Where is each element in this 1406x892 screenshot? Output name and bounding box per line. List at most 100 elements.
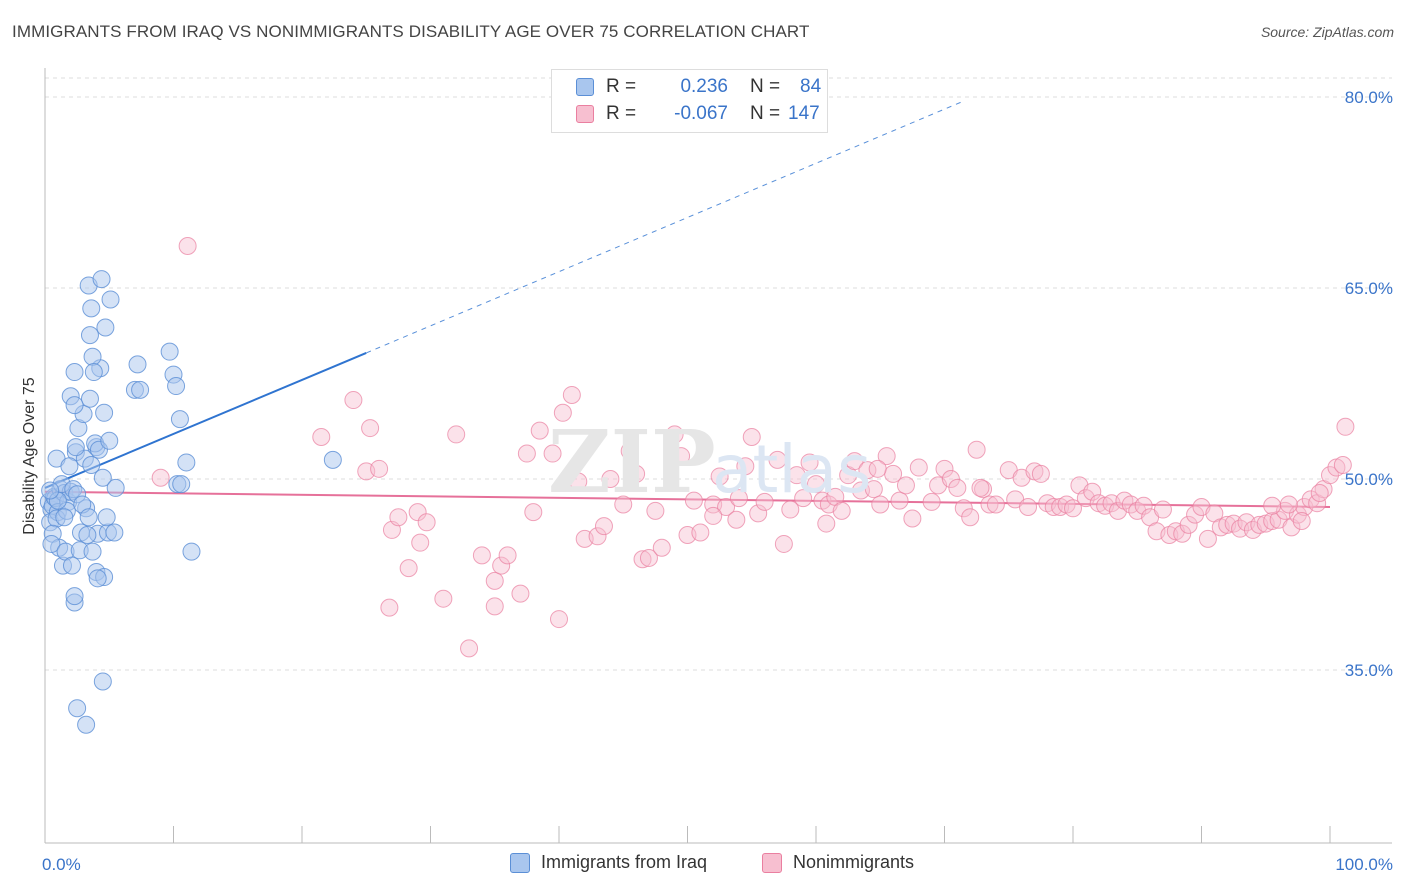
point-nonimmigrants <box>794 489 813 508</box>
point-nonimmigrants <box>639 548 658 567</box>
point-nonimmigrants <box>399 559 418 578</box>
trend-dashed-immigrants <box>366 101 962 354</box>
point-nonimmigrants <box>736 457 755 476</box>
legend-item-immigrants[interactable]: Immigrants from Iraq <box>510 852 707 873</box>
point-nonimmigrants <box>1333 455 1352 474</box>
point-immigrants <box>88 569 107 588</box>
point-nonimmigrants <box>492 556 511 575</box>
point-nonimmigrants <box>787 466 806 485</box>
point-nonimmigrants <box>562 385 581 404</box>
watermark-zip: ZIP <box>548 412 716 513</box>
point-nonimmigrants <box>1321 466 1339 485</box>
points-immigrants <box>39 270 342 734</box>
point-immigrants <box>83 542 102 561</box>
point-nonimmigrants <box>922 492 941 511</box>
y-axis-label: Disability Age Over 75 <box>21 377 38 535</box>
point-nonimmigrants <box>727 510 746 529</box>
point-nonimmigrants <box>672 447 691 466</box>
legend-item-nonimmigrants[interactable]: Nonimmigrants <box>762 852 914 873</box>
point-nonimmigrants <box>614 495 633 514</box>
point-nonimmigrants <box>954 499 973 518</box>
point-nonimmigrants <box>729 489 748 508</box>
point-immigrants <box>100 431 119 450</box>
trend-solid-nonimmigrants <box>44 490 1331 509</box>
r-value-nonimmigrants: -0.067 <box>674 103 728 124</box>
point-nonimmigrants <box>594 517 613 536</box>
point-nonimmigrants <box>851 481 870 500</box>
source-label: Source: ZipAtlas.com <box>1260 24 1394 40</box>
point-nonimmigrants <box>845 452 864 471</box>
point-nonimmigrants <box>903 509 922 528</box>
y-tick-label: 50.0% <box>1345 470 1393 489</box>
r-label: R = <box>606 76 637 97</box>
point-immigrants <box>106 478 125 497</box>
point-immigrants <box>96 318 115 337</box>
stats-legend: R = 0.236 N = 84 R = -0.067 N = 147 <box>551 69 828 133</box>
point-nonimmigrants <box>768 450 787 469</box>
point-nonimmigrants <box>408 503 427 522</box>
point-nonimmigrants <box>807 475 825 494</box>
point-nonimmigrants <box>178 236 197 255</box>
point-immigrants <box>62 556 81 575</box>
stats-row-immigrants: R = 0.236 N = 84 <box>576 76 821 98</box>
point-nonimmigrants <box>1179 515 1198 534</box>
grid-lines <box>45 77 1392 671</box>
point-nonimmigrants <box>1083 482 1102 501</box>
legend-swatch-nonimmigrants <box>762 852 782 873</box>
point-nonimmigrants <box>800 453 819 472</box>
stats-row-nonimmigrants: R = -0.067 N = 147 <box>576 103 820 125</box>
point-nonimmigrants <box>646 501 665 520</box>
point-nonimmigrants <box>312 427 331 446</box>
point-nonimmigrants <box>961 508 980 527</box>
point-nonimmigrants <box>417 513 436 532</box>
point-immigrants <box>80 389 99 408</box>
swatch-nonimmigrants <box>576 105 594 123</box>
point-immigrants <box>177 453 196 472</box>
point-immigrants <box>77 715 96 734</box>
point-nonimmigrants <box>1031 464 1050 483</box>
point-nonimmigrants <box>652 538 671 557</box>
point-nonimmigrants <box>1279 495 1298 514</box>
r-value-immigrants: 0.236 <box>680 76 728 97</box>
point-immigrants <box>172 475 191 494</box>
y-tick-label: 65.0% <box>1345 279 1393 298</box>
point-immigrants <box>97 508 116 527</box>
legend-label-nonimmigrants: Nonimmigrants <box>793 852 915 872</box>
point-nonimmigrants <box>868 459 887 478</box>
point-nonimmigrants <box>530 421 549 440</box>
point-nonimmigrants <box>498 546 517 565</box>
point-immigrants <box>82 455 101 474</box>
point-nonimmigrants <box>543 444 562 463</box>
legend-swatch-immigrants <box>510 852 530 873</box>
point-immigrants <box>65 587 84 606</box>
point-nonimmigrants <box>1134 496 1153 515</box>
point-nonimmigrants <box>781 500 800 519</box>
point-nonimmigrants <box>742 427 761 446</box>
point-immigrants <box>93 468 112 487</box>
series-legend: Immigrants from Iraq Nonimmigrants <box>0 852 1406 878</box>
n-label: N = <box>750 103 781 124</box>
chart-title: IMMIGRANTS FROM IRAQ VS NONIMMIGRANTS DI… <box>12 22 810 41</box>
point-nonimmigrants <box>1153 500 1172 519</box>
point-immigrants <box>105 523 124 542</box>
point-nonimmigrants <box>1173 524 1192 543</box>
point-immigrants <box>128 355 147 374</box>
point-nonimmigrants <box>517 444 536 463</box>
point-nonimmigrants <box>691 523 710 542</box>
point-immigrants <box>95 403 114 422</box>
point-nonimmigrants <box>1292 512 1311 531</box>
point-immigrants <box>41 481 60 500</box>
point-nonimmigrants <box>553 403 572 422</box>
n-value-immigrants: 84 <box>800 76 822 97</box>
point-nonimmigrants <box>460 639 479 658</box>
point-immigrants <box>80 326 99 345</box>
point-immigrants <box>68 699 87 718</box>
point-nonimmigrants <box>370 459 389 478</box>
point-nonimmigrants <box>948 478 967 497</box>
point-nonimmigrants <box>472 546 491 565</box>
point-immigrants <box>55 508 74 527</box>
point-immigrants <box>84 363 103 382</box>
point-nonimmigrants <box>151 468 170 487</box>
point-immigrants <box>92 270 111 289</box>
